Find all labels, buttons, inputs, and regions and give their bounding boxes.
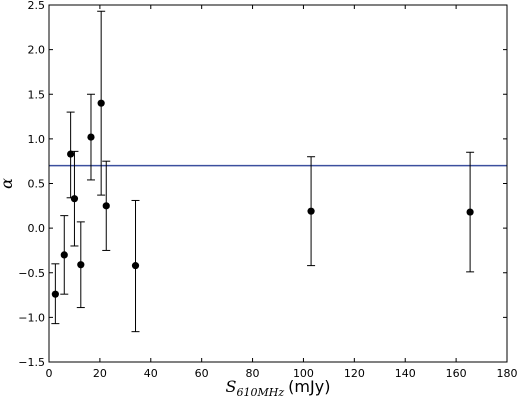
x-tick-label: 60 xyxy=(195,367,209,380)
x-tick-label: 0 xyxy=(46,367,53,380)
data-point xyxy=(102,202,110,210)
tick-labels: 0 20 40 60 80 100 120 140 160 180 −1.5 −1.0 −0.5 0.0 0… xyxy=(18,0,517,380)
data-point xyxy=(466,208,474,216)
plot-frame xyxy=(48,4,508,363)
y-tick-label: 1.5 xyxy=(28,88,46,101)
x-axis-label-subscript: 610MHz xyxy=(237,386,285,399)
x-axis-label: S610MHz (mJy) xyxy=(226,377,331,399)
data-point-group xyxy=(86,93,95,181)
data-point-group xyxy=(102,160,111,251)
data-point xyxy=(307,207,315,215)
x-tick-label: 100 xyxy=(293,367,314,380)
x-tick-label: 20 xyxy=(93,367,107,380)
data-point xyxy=(97,99,105,107)
x-tick-label: 180 xyxy=(497,367,518,380)
x-axis-label-symbol: S xyxy=(226,377,237,396)
data-point-group xyxy=(466,151,475,273)
data-point-group xyxy=(66,111,75,199)
y-tick-label: 1.0 xyxy=(28,133,46,146)
y-tick-label: 0.0 xyxy=(28,222,46,235)
y-tick-label: 0.5 xyxy=(28,178,46,191)
x-axis-label-unit: (mJy) xyxy=(288,377,330,396)
data-point-group xyxy=(307,156,316,267)
x-tick-label: 40 xyxy=(144,367,158,380)
data-point xyxy=(60,251,68,259)
data-point xyxy=(87,133,95,141)
y-tick-label: 2.5 xyxy=(28,0,46,12)
x-tick-label: 160 xyxy=(446,367,467,380)
data-point-group xyxy=(97,10,106,196)
axis-ticks xyxy=(48,4,508,363)
data-point-group xyxy=(70,150,79,247)
y-tick-label: −1.0 xyxy=(18,311,45,324)
y-tick-label: −1.5 xyxy=(18,356,45,369)
data-point-group xyxy=(76,221,85,309)
data-point-group xyxy=(131,199,140,333)
data-points-layer xyxy=(51,10,475,333)
data-point-group xyxy=(51,263,60,325)
data-point xyxy=(70,195,79,203)
data-point xyxy=(77,261,85,269)
data-point xyxy=(51,290,59,298)
y-axis-label: α xyxy=(0,178,16,189)
y-tick-label: −0.5 xyxy=(18,267,45,280)
x-tick-label: 140 xyxy=(395,367,416,380)
x-tick-label: 80 xyxy=(246,367,260,380)
data-point xyxy=(67,150,75,158)
data-point xyxy=(131,262,140,270)
x-tick-label: 120 xyxy=(344,367,365,380)
data-point-group xyxy=(60,215,69,295)
y-tick-label: 2.0 xyxy=(28,44,46,57)
